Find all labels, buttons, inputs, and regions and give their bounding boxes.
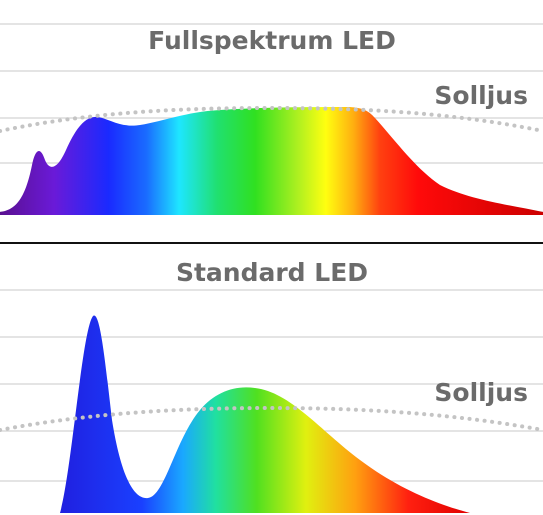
- panel-title: Fullspektrum LED: [148, 26, 396, 55]
- full-spectrum-curve: [0, 107, 543, 215]
- standard-led-curve: [60, 315, 470, 513]
- top-panel: Fullspektrum LED Solljus: [0, 23, 543, 215]
- reference-label: Solljus: [434, 81, 528, 110]
- bottom-panel: Standard LED Solljus: [0, 258, 543, 513]
- sunlight-curve: [0, 405, 543, 432]
- panel-title: Standard LED: [176, 258, 368, 287]
- reference-label: Solljus: [434, 378, 528, 407]
